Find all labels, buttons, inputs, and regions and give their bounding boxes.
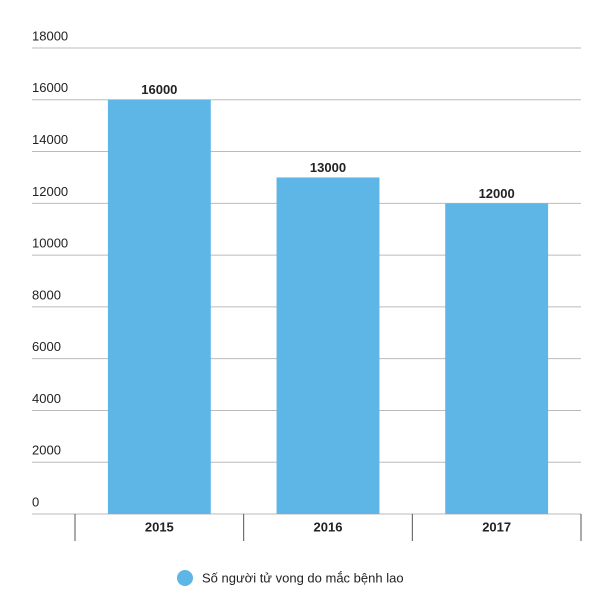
x-tick-label: 2017	[482, 519, 511, 534]
y-tick-label: 6000	[32, 339, 61, 354]
y-tick-label: 12000	[32, 184, 68, 199]
y-tick-label: 16000	[32, 80, 68, 95]
data-label: 16000	[141, 82, 177, 97]
bar	[276, 177, 380, 514]
y-tick-label: 4000	[32, 391, 61, 406]
y-tick-label: 18000	[32, 28, 68, 43]
data-label: 12000	[479, 186, 515, 201]
bar	[445, 203, 549, 515]
bar	[107, 99, 211, 515]
data-label: 13000	[310, 160, 346, 175]
x-tick-label: 2016	[314, 519, 343, 534]
y-tick-label: 14000	[32, 132, 68, 147]
y-tick-label: 10000	[32, 236, 68, 251]
y-tick-label: 8000	[32, 287, 61, 302]
legend-marker	[177, 570, 193, 586]
legend-label: Số người tử vong do mắc bệnh lao	[202, 570, 404, 585]
x-tick-label: 2015	[145, 519, 174, 534]
y-tick-label: 2000	[32, 443, 61, 458]
y-tick-label: 0	[32, 494, 39, 509]
